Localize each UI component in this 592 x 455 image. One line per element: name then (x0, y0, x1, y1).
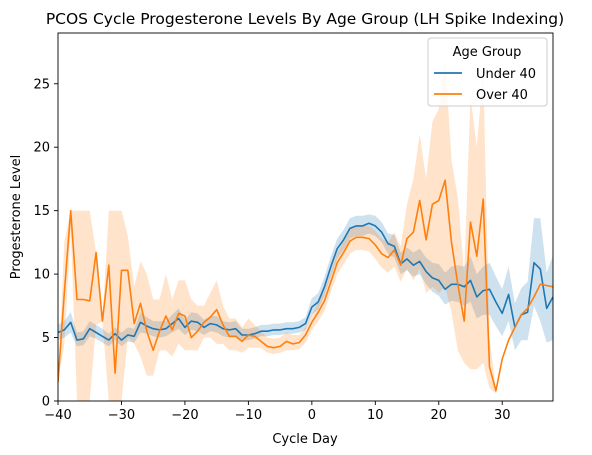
chart-title: PCOS Cycle Progesterone Levels By Age Gr… (46, 10, 564, 28)
series-lines (58, 179, 553, 392)
legend-label-over-40: Over 40 (476, 88, 528, 103)
y-tick-label: 10 (33, 268, 50, 283)
y-axis-ticks: 0 5 10 15 20 25 (33, 77, 58, 410)
ci-band-over-40 (58, 58, 553, 401)
ci-band-under-40 (58, 214, 553, 351)
plot-frame (57, 32, 554, 402)
series-line-under-40 (58, 222, 553, 341)
x-tick-label: −10 (235, 408, 262, 423)
x-tick-label: −30 (108, 408, 135, 423)
x-tick-label: 30 (494, 408, 511, 423)
legend-label-under-40: Under 40 (476, 67, 536, 82)
y-tick-label: 5 (42, 331, 50, 346)
series-line-over-40 (58, 179, 553, 392)
legend-box (427, 37, 548, 107)
x-axis-ticks: −40 −30 −20 −10 0 10 20 30 (44, 401, 511, 423)
y-axis-label: Progesterone Level (9, 155, 24, 279)
y-tick-label: 25 (33, 77, 50, 92)
y-tick-label: 0 (42, 395, 50, 410)
y-tick-label: 20 (33, 141, 50, 156)
y-tick-label: 15 (33, 204, 50, 219)
x-tick-label: 20 (430, 408, 447, 423)
confidence-bands (58, 58, 553, 401)
legend-title: Age Group (453, 45, 522, 60)
x-tick-label: −40 (44, 408, 71, 423)
x-tick-label: 10 (367, 408, 384, 423)
x-tick-label: 0 (308, 408, 316, 423)
x-axis-label: Cycle Day (272, 432, 338, 447)
x-tick-label: −20 (171, 408, 198, 423)
legend: Age Group Under 40 Over 40 (427, 37, 548, 107)
